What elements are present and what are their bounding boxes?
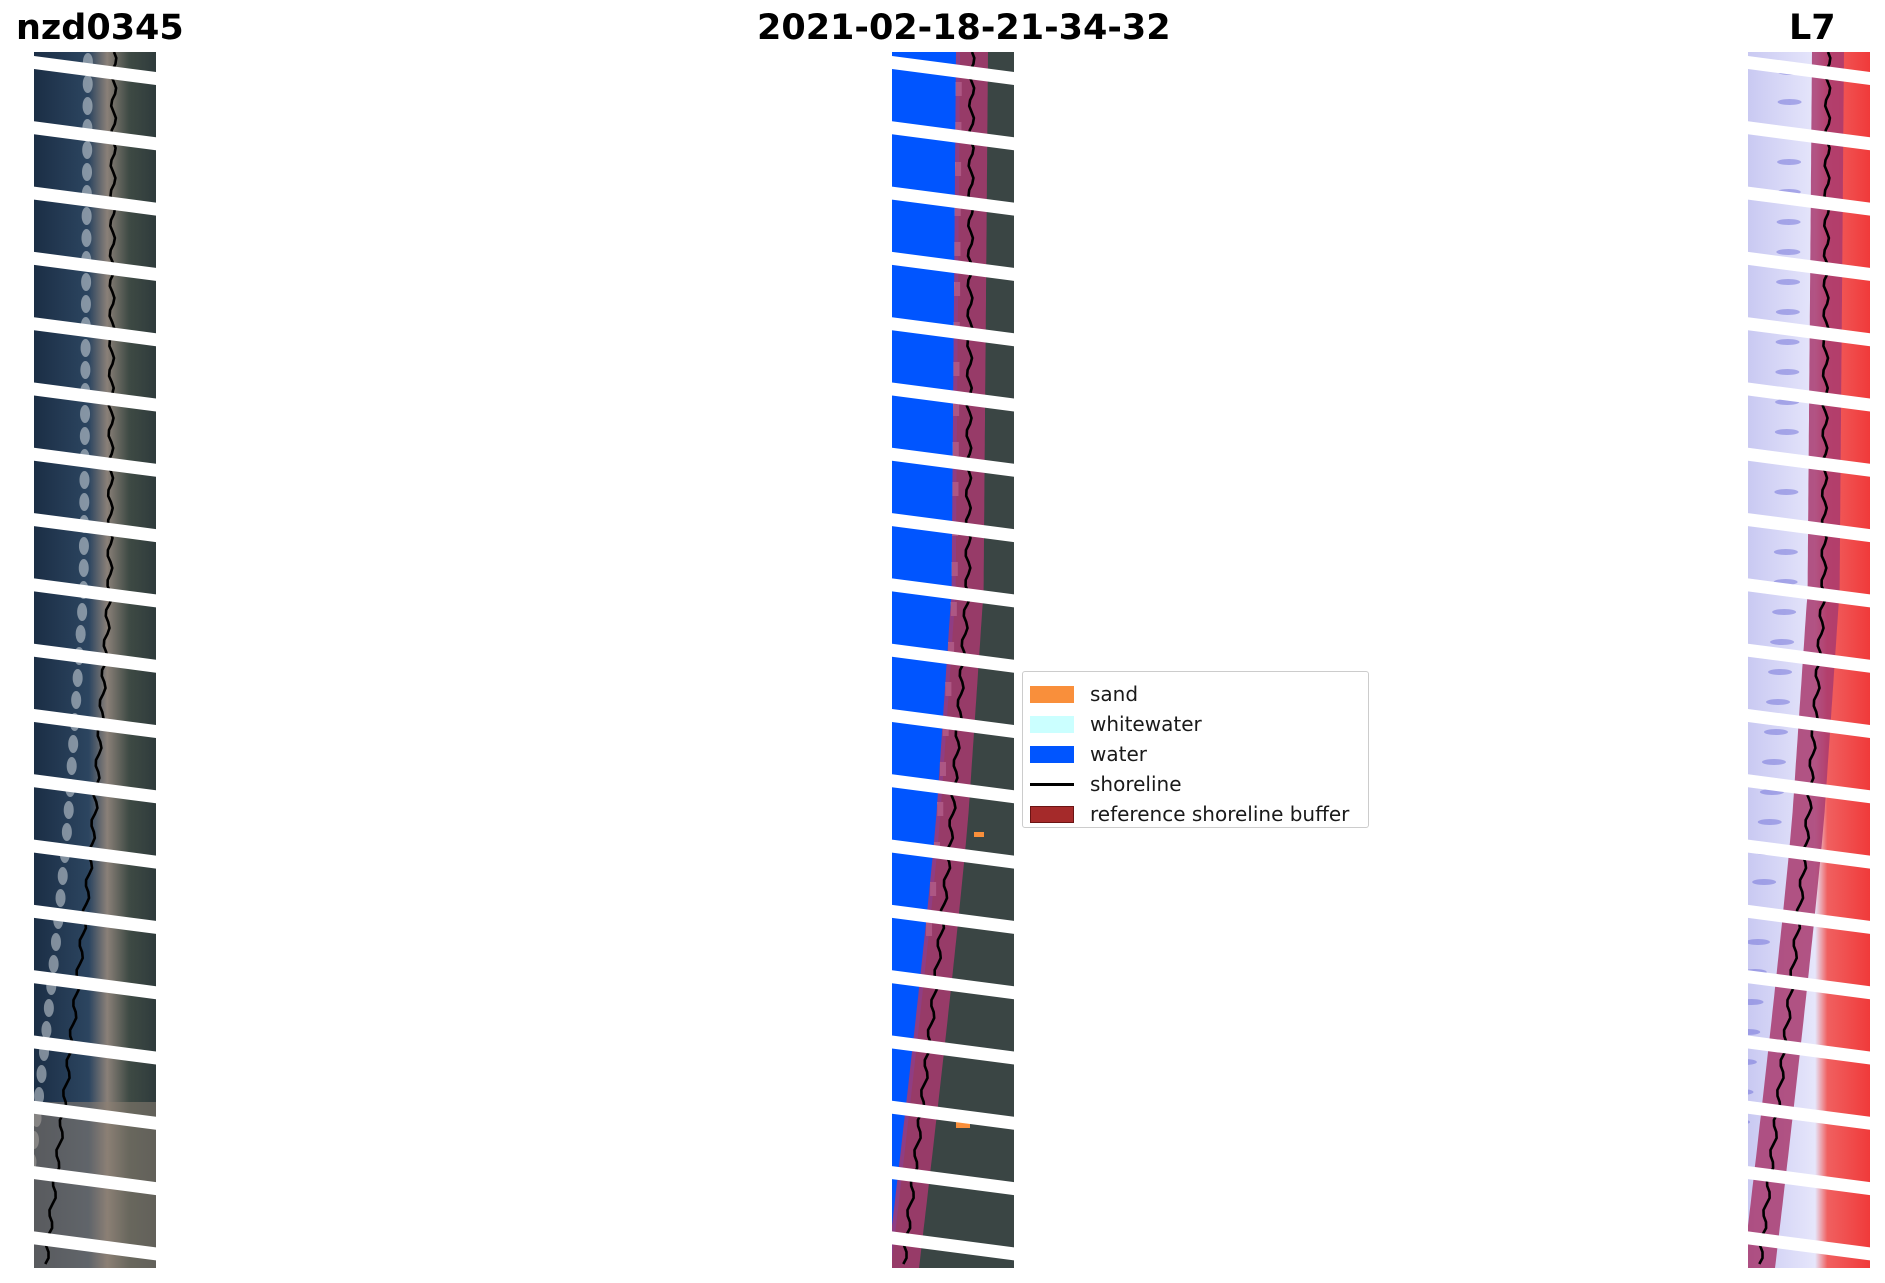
site-title: nzd0345 — [16, 8, 184, 48]
water-swatch — [1030, 745, 1074, 763]
legend-item-sand: sand — [1030, 682, 1139, 706]
classified-image — [892, 52, 1014, 1268]
satellite-title: L7 — [1789, 8, 1836, 48]
legend-item-shoreline: shoreline — [1030, 772, 1182, 796]
legend-item-buffer: reference shoreline buffer — [1030, 802, 1350, 826]
legend: sand whitewater water shoreline referenc… — [1022, 671, 1369, 828]
shoreline-line-swatch — [1030, 782, 1074, 786]
buffer-swatch — [1030, 805, 1074, 823]
legend-item-water: water — [1030, 742, 1147, 766]
mndwi-image — [1748, 52, 1870, 1268]
mndwi-image-panel — [1748, 52, 1870, 1268]
whitewater-swatch — [1030, 715, 1074, 733]
legend-label-whitewater: whitewater — [1090, 712, 1202, 736]
legend-item-whitewater: whitewater — [1030, 712, 1202, 736]
legend-label-sand: sand — [1090, 682, 1139, 706]
date-title: 2021-02-18-21-34-32 — [757, 8, 1171, 48]
rgb-image — [34, 52, 156, 1268]
legend-label-water: water — [1090, 742, 1147, 766]
sand-swatch — [1030, 685, 1074, 703]
rgb-image-panel — [34, 52, 156, 1268]
legend-label-buffer: reference shoreline buffer — [1090, 802, 1350, 826]
legend-label-shoreline: shoreline — [1090, 772, 1182, 796]
classified-image-panel — [892, 52, 1014, 1268]
